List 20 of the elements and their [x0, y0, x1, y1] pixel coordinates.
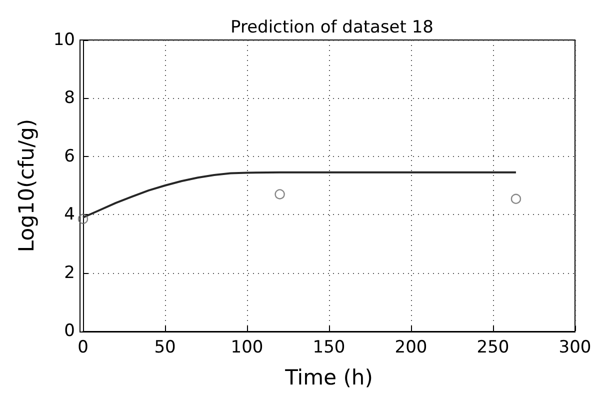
- y-tick-label: 4: [64, 204, 75, 225]
- x-tick-label: 250: [476, 338, 510, 358]
- x-tick-label: 300: [558, 338, 592, 358]
- y-tick-label: 8: [64, 88, 75, 108]
- y-tick-label: 10: [53, 30, 75, 50]
- y-tick-label: 2: [64, 262, 75, 283]
- x-tick-label: 50: [154, 338, 176, 358]
- line-series: [82, 171, 517, 219]
- x-tick-label: 0: [78, 338, 88, 358]
- y-tick-label: 6: [64, 146, 75, 166]
- x-tick-label: 100: [230, 338, 264, 358]
- y-axis-title: Log10(cfu/g): [14, 118, 38, 252]
- y-tick-label: 0: [64, 321, 75, 341]
- x-tick-label: 150: [312, 338, 346, 358]
- point: [78, 214, 88, 224]
- chart-title: Prediction of dataset 18: [230, 18, 434, 38]
- x-tick-label: 200: [394, 338, 428, 358]
- point: [510, 194, 522, 204]
- x-axis-title: Time (h): [284, 366, 373, 390]
- point: [274, 189, 285, 200]
